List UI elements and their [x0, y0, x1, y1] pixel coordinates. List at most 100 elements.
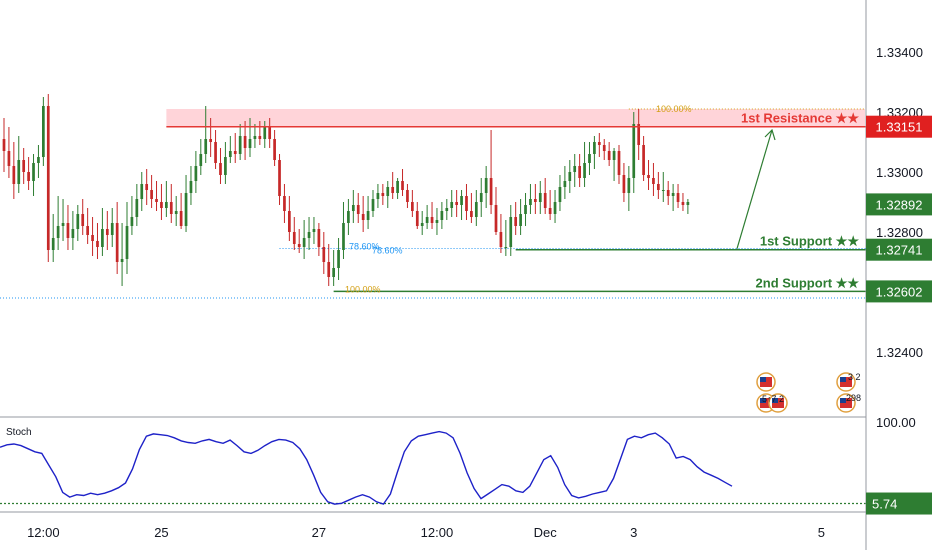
candle[interactable]	[411, 190, 414, 217]
candle[interactable]	[248, 118, 252, 157]
stoch-pane[interactable]: Stoch	[0, 427, 866, 505]
candle[interactable]	[66, 205, 70, 250]
candle[interactable]	[455, 190, 458, 217]
candle[interactable]	[430, 202, 434, 229]
candle[interactable]	[337, 238, 340, 280]
candle[interactable]	[292, 217, 296, 250]
candle[interactable]	[140, 172, 144, 211]
candle[interactable]	[440, 202, 444, 229]
candle[interactable]	[401, 169, 404, 196]
candle[interactable]	[366, 196, 370, 229]
candle[interactable]	[553, 190, 557, 223]
candle[interactable]	[150, 175, 153, 208]
candle[interactable]	[425, 205, 429, 229]
candle[interactable]	[573, 154, 577, 187]
candle[interactable]	[204, 106, 208, 163]
candle[interactable]	[37, 145, 40, 178]
candle[interactable]	[415, 202, 419, 229]
candle[interactable]	[666, 181, 670, 205]
candle[interactable]	[534, 184, 537, 214]
candle[interactable]	[273, 130, 276, 166]
candle[interactable]	[465, 184, 468, 220]
candle[interactable]	[199, 139, 203, 175]
us-flag-icon[interactable]	[768, 393, 788, 413]
candle[interactable]	[435, 208, 439, 235]
candle[interactable]	[71, 211, 75, 250]
candle[interactable]	[351, 190, 355, 223]
candle[interactable]	[583, 142, 586, 187]
candle[interactable]	[125, 202, 129, 274]
candle[interactable]	[130, 196, 134, 235]
candle[interactable]	[524, 193, 527, 226]
candle[interactable]	[396, 178, 399, 199]
candle[interactable]	[607, 142, 611, 166]
candle[interactable]	[12, 142, 16, 199]
candle[interactable]	[588, 142, 591, 175]
candle[interactable]	[332, 250, 335, 286]
candle[interactable]	[460, 190, 463, 220]
candle[interactable]	[101, 208, 104, 256]
candle[interactable]	[263, 121, 267, 148]
candle[interactable]	[145, 169, 149, 205]
candle[interactable]	[22, 148, 26, 184]
candle[interactable]	[169, 184, 173, 223]
candle[interactable]	[681, 193, 685, 211]
candle[interactable]	[7, 127, 11, 178]
us-flag-icon[interactable]	[836, 393, 856, 413]
main-pane[interactable]	[0, 0, 866, 299]
candle[interactable]	[686, 199, 690, 214]
candle[interactable]	[406, 184, 409, 208]
candle[interactable]	[307, 217, 311, 250]
candle[interactable]	[602, 139, 606, 160]
candle[interactable]	[632, 112, 636, 193]
candle[interactable]	[342, 202, 345, 259]
candle[interactable]	[671, 184, 675, 211]
candle[interactable]	[529, 184, 532, 214]
candle[interactable]	[46, 94, 50, 262]
candle[interactable]	[538, 181, 542, 214]
candle[interactable]	[243, 121, 247, 160]
candle[interactable]	[548, 190, 552, 220]
candle[interactable]	[479, 178, 483, 217]
candle[interactable]	[489, 130, 493, 214]
candle[interactable]	[278, 154, 281, 205]
candle[interactable]	[209, 118, 212, 157]
candle[interactable]	[627, 166, 631, 211]
candle[interactable]	[120, 223, 124, 286]
candle[interactable]	[519, 199, 522, 235]
candle[interactable]	[371, 190, 375, 217]
candle[interactable]	[504, 220, 508, 256]
candle[interactable]	[637, 109, 641, 160]
candle[interactable]	[268, 118, 272, 148]
candle[interactable]	[450, 190, 454, 217]
candle[interactable]	[184, 175, 188, 232]
candle[interactable]	[219, 148, 222, 184]
candle[interactable]	[578, 154, 581, 187]
candle[interactable]	[657, 172, 660, 199]
candle[interactable]	[499, 214, 503, 253]
candle[interactable]	[238, 124, 242, 160]
candle[interactable]	[86, 208, 89, 244]
candle[interactable]	[233, 133, 237, 163]
candle[interactable]	[297, 229, 301, 253]
candle[interactable]	[135, 184, 139, 226]
candle[interactable]	[27, 157, 30, 190]
candle[interactable]	[115, 202, 119, 274]
candle[interactable]	[376, 184, 380, 208]
us-flag-icon[interactable]	[756, 372, 776, 392]
candle[interactable]	[347, 199, 350, 235]
candle[interactable]	[155, 181, 158, 211]
candle[interactable]	[327, 244, 331, 286]
candle[interactable]	[617, 145, 621, 184]
candle[interactable]	[568, 160, 572, 193]
candle[interactable]	[445, 199, 449, 220]
candle[interactable]	[470, 193, 473, 223]
candle[interactable]	[228, 136, 232, 163]
candle[interactable]	[661, 172, 665, 202]
candle[interactable]	[61, 199, 65, 241]
candle[interactable]	[361, 196, 365, 232]
candle[interactable]	[563, 166, 567, 199]
candle[interactable]	[381, 184, 385, 205]
candle[interactable]	[494, 187, 498, 235]
candle[interactable]	[642, 136, 645, 181]
